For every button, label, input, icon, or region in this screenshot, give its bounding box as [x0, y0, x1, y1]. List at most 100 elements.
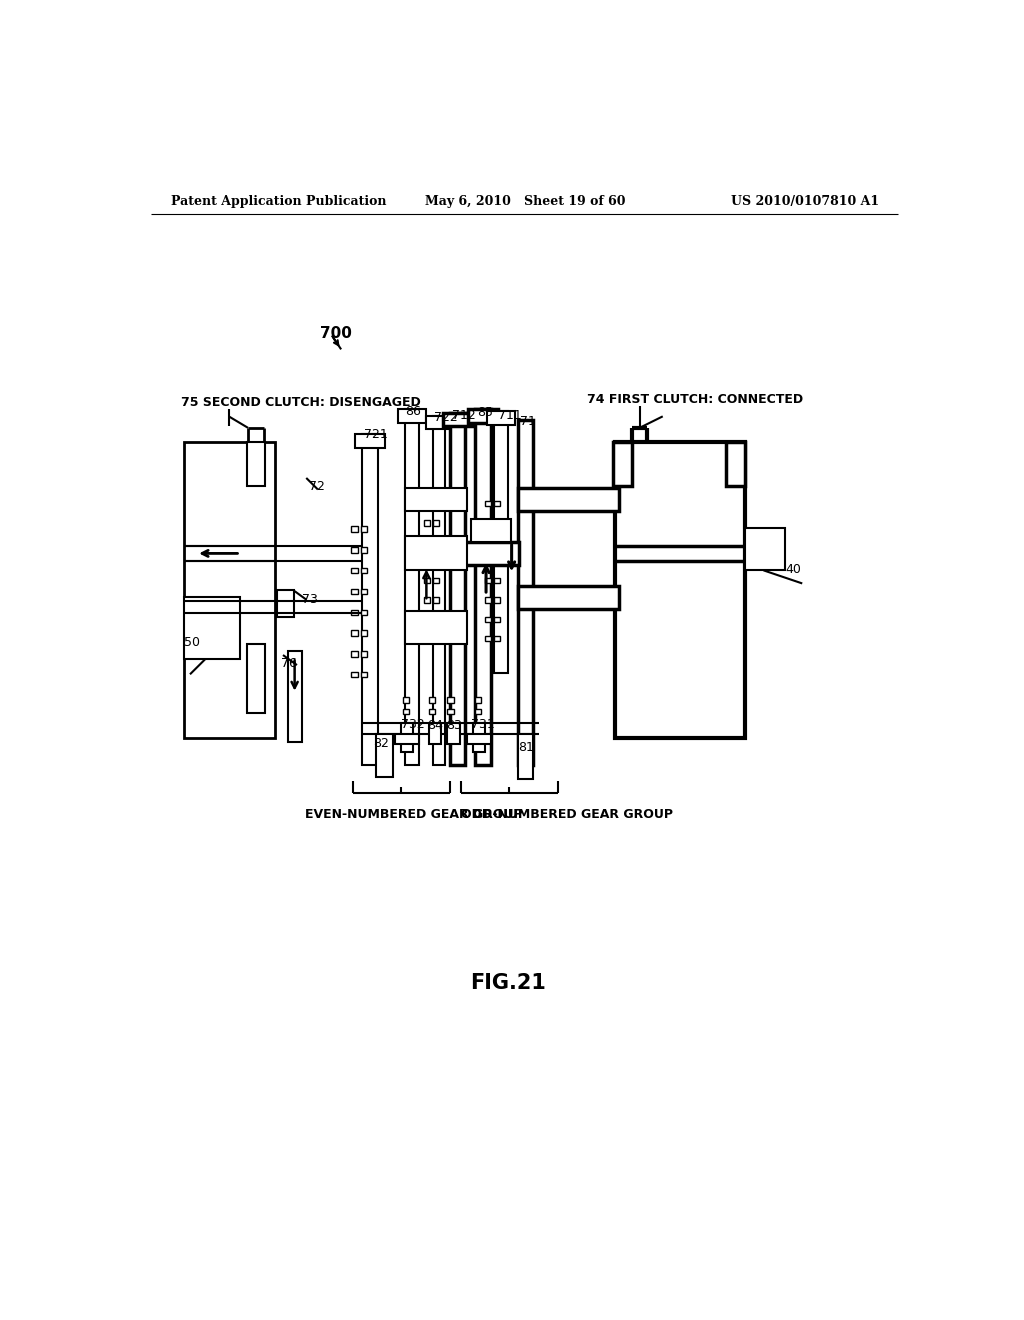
Bar	[360, 568, 368, 573]
Text: 40: 40	[785, 562, 801, 576]
Bar	[494, 636, 500, 642]
Bar	[485, 540, 492, 545]
Bar	[494, 558, 500, 564]
Bar	[467, 734, 490, 743]
Text: 731: 731	[471, 718, 495, 731]
Text: ODD-NUMBERED GEAR GROUP: ODD-NUMBERED GEAR GROUP	[461, 808, 673, 821]
Bar	[744, 528, 785, 570]
Bar	[485, 578, 492, 583]
Text: 72: 72	[309, 480, 326, 494]
Bar	[351, 651, 358, 656]
Text: 81: 81	[518, 741, 534, 754]
Bar	[351, 527, 358, 532]
Bar	[432, 416, 445, 766]
Bar	[432, 616, 438, 622]
Bar	[395, 734, 419, 743]
Bar	[351, 672, 358, 677]
Bar	[397, 409, 426, 422]
Bar	[360, 631, 368, 636]
Bar	[475, 697, 481, 702]
Bar	[424, 636, 430, 642]
Bar	[485, 520, 492, 525]
Text: 84: 84	[427, 719, 443, 733]
Text: EVEN-NUMBERED GEAR GROUP: EVEN-NUMBERED GEAR GROUP	[305, 808, 522, 821]
Bar	[475, 409, 490, 766]
Bar	[494, 597, 500, 603]
Bar	[475, 709, 481, 714]
Bar	[465, 541, 519, 565]
Bar	[518, 586, 618, 609]
Bar	[276, 590, 294, 616]
Bar	[351, 548, 358, 553]
Bar	[432, 597, 438, 603]
Bar	[473, 723, 485, 752]
Bar	[355, 434, 385, 447]
Bar	[518, 420, 534, 766]
Bar	[518, 488, 618, 511]
Bar	[403, 709, 410, 714]
Bar	[468, 409, 498, 422]
Bar	[429, 697, 435, 702]
Text: 732: 732	[400, 718, 425, 731]
Bar	[432, 540, 438, 545]
Bar	[360, 610, 368, 615]
Bar	[494, 578, 500, 583]
Bar	[351, 631, 358, 636]
Bar	[485, 636, 492, 642]
Bar	[432, 558, 438, 564]
Text: 71: 71	[520, 414, 536, 428]
Text: 82: 82	[373, 738, 389, 751]
Bar	[447, 709, 454, 714]
Text: 700: 700	[321, 326, 352, 342]
Bar	[614, 442, 744, 738]
Bar	[486, 411, 515, 425]
Bar	[424, 578, 430, 583]
Text: 722: 722	[434, 411, 458, 424]
Bar	[432, 578, 438, 583]
Bar	[426, 416, 452, 429]
Bar	[450, 413, 465, 766]
Bar	[726, 442, 744, 487]
Text: US 2010/0107810 A1: US 2010/0107810 A1	[731, 195, 879, 209]
Bar	[429, 709, 435, 714]
Text: 74 FIRST CLUTCH: CONNECTED: 74 FIRST CLUTCH: CONNECTED	[587, 393, 803, 407]
Bar	[485, 616, 492, 622]
Bar	[485, 502, 492, 507]
Text: Patent Application Publication: Patent Application Publication	[171, 195, 386, 209]
Bar	[404, 536, 467, 570]
Bar	[351, 610, 358, 615]
Bar	[404, 409, 419, 766]
Text: 711: 711	[498, 409, 521, 421]
Bar	[376, 734, 393, 776]
Bar	[494, 540, 500, 545]
Text: 50: 50	[183, 636, 200, 649]
Bar	[494, 616, 500, 622]
Bar	[351, 568, 358, 573]
Text: 73: 73	[302, 594, 317, 606]
Bar	[247, 644, 265, 713]
Bar	[424, 540, 430, 545]
Bar	[288, 651, 302, 742]
Bar	[432, 520, 438, 525]
Bar	[360, 672, 368, 677]
Text: 721: 721	[364, 428, 387, 441]
Bar	[360, 548, 368, 553]
Bar	[447, 723, 460, 744]
Bar	[400, 723, 414, 752]
Bar	[485, 597, 492, 603]
Bar	[424, 502, 430, 507]
Bar	[183, 442, 275, 738]
Bar	[360, 651, 368, 656]
Bar	[362, 434, 378, 766]
Bar	[485, 558, 492, 564]
Bar	[404, 611, 467, 644]
Bar	[404, 488, 467, 511]
Bar	[403, 697, 410, 702]
Bar	[424, 597, 430, 603]
Bar	[183, 597, 240, 659]
Bar	[432, 502, 438, 507]
Text: FIG.21: FIG.21	[470, 973, 546, 993]
Bar	[494, 520, 500, 525]
Text: 83: 83	[445, 719, 462, 733]
Text: 85: 85	[477, 407, 494, 420]
